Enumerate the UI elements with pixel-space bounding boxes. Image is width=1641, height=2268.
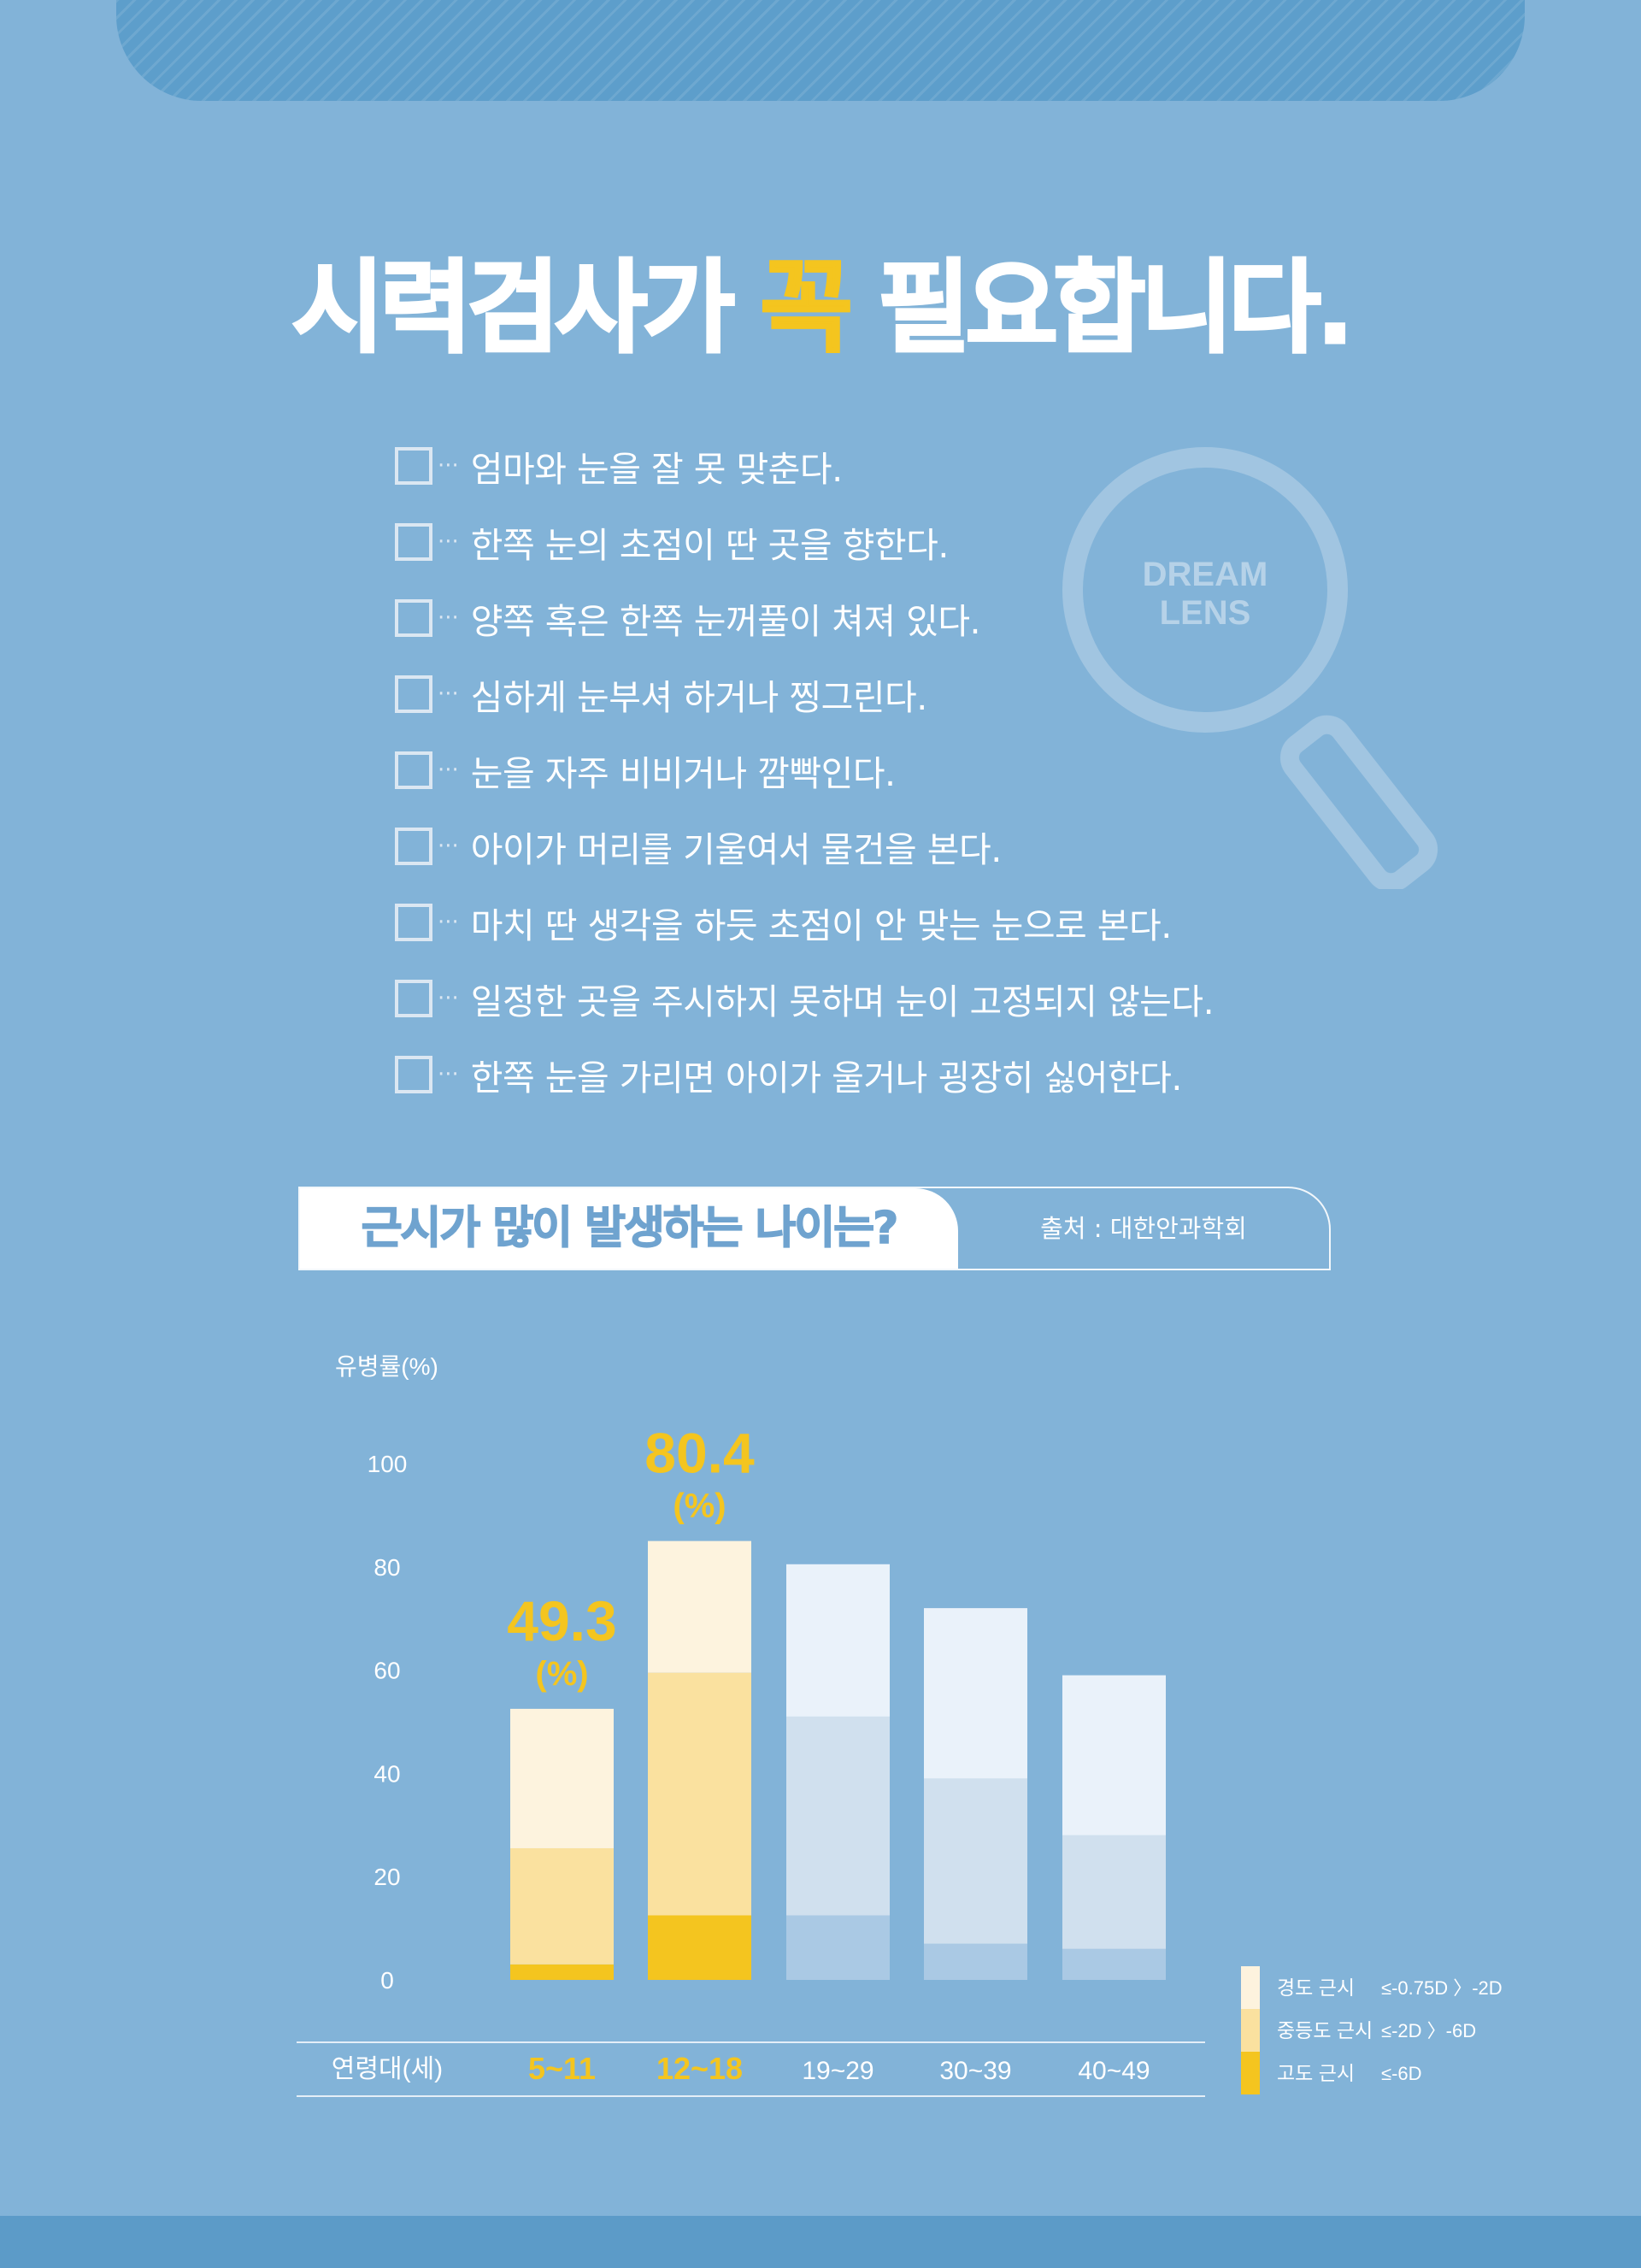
checkbox[interactable] [395, 1055, 432, 1093]
leader-dots: ··· [438, 985, 459, 1011]
legend-label: 중등도 근시 [1277, 2019, 1373, 2041]
y-tick-label: 100 [368, 1451, 408, 1477]
legend-label: 경도 근시 [1277, 1976, 1355, 1999]
checklist-item-text: 심하게 눈부셔 하거나 찡그린다. [470, 676, 928, 718]
leader-dots: ··· [438, 528, 459, 555]
checkbox[interactable] [395, 446, 432, 485]
legend-range: ≤-6D [1381, 2063, 1422, 2084]
x-tick-label: 5~11 [528, 2051, 596, 2086]
bar-segment [924, 1778, 1027, 1944]
checklist-item: ··· 아이가 머리를 기울여서 물건을 본다. [395, 808, 1214, 884]
legend-swatch [1241, 2009, 1260, 2052]
x-axis-label: 연령대(세) [332, 2055, 443, 2083]
leader-dots: ··· [438, 757, 459, 783]
checklist-item-text: 양쪽 혹은 한쪽 눈꺼풀이 쳐져 있다. [470, 600, 981, 642]
checklist-item: ··· 한쪽 눈을 가리면 아이가 울거나 굉장히 싫어한다. [395, 1036, 1214, 1112]
x-tick-label: 40~49 [1078, 2057, 1150, 2085]
magnifier-text-lens: LENS [1160, 594, 1251, 632]
bar-segment [924, 1943, 1027, 1980]
checklist-item-text: 한쪽 눈을 가리면 아이가 울거나 굉장히 싫어한다. [470, 1057, 1183, 1099]
leader-dots: ··· [438, 452, 459, 479]
checklist-item: ··· 심하게 눈부셔 하거나 찡그린다. [395, 656, 1214, 732]
page-title: 시력검사가 꼭 필요합니다. [291, 248, 1356, 368]
magnifier-text-dream: DREAM [1143, 556, 1268, 593]
bar-segment [510, 1964, 614, 1980]
checklist-item: ··· 일정한 곳을 주시하지 못하며 눈이 고정되지 않는다. [395, 960, 1215, 1036]
bar-segment [648, 1915, 751, 1980]
checklist-item-text: 아이가 머리를 기울여서 물건을 본다. [470, 828, 1002, 870]
checkbox[interactable] [395, 522, 432, 561]
leader-dots: ··· [438, 833, 459, 859]
checkbox[interactable] [395, 675, 432, 713]
checklist-item-text: 한쪽 눈의 초점이 딴 곳을 향한다. [470, 524, 950, 566]
checkbox[interactable] [395, 979, 432, 1017]
bar-value-unit: (%) [535, 1655, 588, 1693]
chart-source: 출처 : 대한안과학회 [1040, 1214, 1247, 1243]
y-tick-label: 60 [373, 1658, 400, 1684]
bar-value-label: 49.3 [507, 1589, 616, 1652]
leader-dots: ··· [438, 604, 459, 631]
checkbox[interactable] [395, 827, 432, 865]
bottom-bar [0, 2216, 1641, 2268]
legend-swatch [1241, 1966, 1260, 2009]
bar-segment [1062, 1948, 1166, 1980]
legend-swatch [1241, 2052, 1260, 2094]
chart-header-title-panel [300, 1188, 958, 1269]
bar-segment [786, 1564, 890, 1717]
x-tick-label: 12~18 [656, 2051, 743, 2086]
y-tick-label: 80 [373, 1554, 400, 1581]
checkbox[interactable] [395, 903, 432, 941]
headline-highlight: 꼭 [759, 248, 855, 368]
checklist-item: ··· 엄마와 눈을 잘 못 맞춘다. [395, 427, 1214, 504]
checkbox[interactable] [395, 751, 432, 789]
chart-title: 근시가 많이 발생하는 나이는? [361, 1202, 899, 1255]
bar-segment [510, 1847, 614, 1965]
bar-segment [648, 1540, 751, 1673]
leader-dots: ··· [438, 909, 459, 935]
x-tick-label: 30~39 [939, 2057, 1011, 2085]
legend-range: ≤-0.75D 〉-2D [1381, 1977, 1503, 1999]
x-tick-label: 19~29 [802, 2057, 873, 2085]
y-tick-label: 40 [373, 1760, 400, 1787]
y-tick-label: 0 [380, 1967, 394, 1994]
bar-segment [648, 1672, 751, 1916]
checklist-item-text: 엄마와 눈을 잘 못 맞춘다. [470, 448, 843, 490]
top-tab-decoration [116, 0, 1525, 101]
checklist-item: ··· 한쪽 눈의 초점이 딴 곳을 향한다. [395, 504, 1214, 580]
bar-segment [1062, 1675, 1166, 1835]
legend-range: ≤-2D 〉-6D [1381, 2020, 1476, 2041]
leader-dots: ··· [438, 680, 459, 707]
y-axis-label: 유병률(%) [335, 1353, 438, 1380]
y-tick-label: 20 [373, 1864, 400, 1890]
checklist-item-text: 일정한 곳을 주시하지 못하며 눈이 고정되지 않는다. [470, 981, 1215, 1022]
checklist-item-text: 눈을 자주 비비거나 깜빡인다. [470, 752, 896, 794]
bar-segment [924, 1608, 1027, 1779]
magnifier-icon: DREAM LENS [1062, 447, 1438, 889]
checkbox[interactable] [395, 598, 432, 637]
symptom-checklist: ··· 엄마와 눈을 잘 못 맞춘다. ··· 한쪽 눈의 초점이 딴 곳을 향한다… [395, 427, 1215, 1112]
legend-label: 고도 근시 [1277, 2062, 1355, 2084]
checklist-item: ··· 양쪽 혹은 한쪽 눈꺼풀이 쳐져 있다. [395, 580, 1214, 656]
checklist-item-text: 마치 딴 생각을 하듯 초점이 안 맞는 눈으로 본다. [470, 904, 1172, 946]
checklist-item: ··· 눈을 자주 비비거나 깜빡인다. [395, 732, 1214, 808]
checklist-item: ··· 마치 딴 생각을 하듯 초점이 안 맞는 눈으로 본다. [395, 884, 1214, 960]
chart-header: 근시가 많이 발생하는 나이는? 출처 : 대한안과학회 [298, 1187, 1331, 1270]
bar-value-label: 80.4 [644, 1422, 755, 1485]
bar-segment [510, 1708, 614, 1848]
bar-segment [786, 1915, 890, 1980]
bar-segment [1062, 1835, 1166, 1949]
bar-segment [786, 1716, 890, 1916]
bar-value-unit: (%) [673, 1487, 726, 1525]
leader-dots: ··· [438, 1061, 459, 1087]
